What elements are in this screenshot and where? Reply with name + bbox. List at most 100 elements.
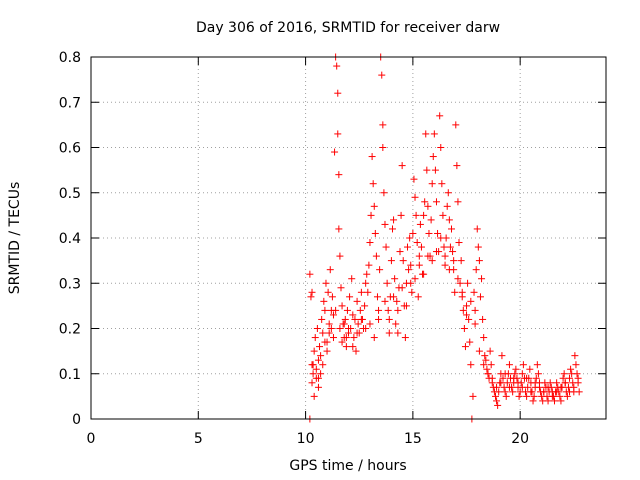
data-point — [384, 306, 392, 314]
data-point — [415, 261, 423, 269]
data-point — [394, 306, 402, 314]
data-point — [557, 397, 565, 405]
data-point — [423, 166, 431, 174]
data-point — [323, 347, 331, 355]
data-point — [460, 325, 468, 332]
plot-frame — [90, 56, 607, 420]
data-point — [379, 144, 387, 151]
data-point — [324, 288, 332, 296]
y-tick-label: 0.1 — [59, 367, 81, 383]
data-point — [572, 361, 580, 369]
data-layer — [306, 53, 583, 423]
data-point — [372, 252, 380, 260]
data-point — [532, 374, 540, 382]
data-point — [415, 252, 423, 260]
data-point — [515, 392, 523, 400]
data-point — [346, 293, 354, 301]
data-point — [408, 288, 416, 296]
data-point — [314, 383, 322, 391]
data-point — [399, 257, 407, 265]
data-point — [484, 370, 492, 378]
data-point — [321, 338, 329, 346]
data-point — [431, 166, 439, 174]
data-point — [411, 193, 419, 201]
data-point — [495, 388, 503, 396]
data-point — [481, 352, 489, 360]
data-point — [381, 220, 389, 228]
data-point — [540, 388, 548, 396]
data-point — [461, 343, 469, 351]
data-point — [457, 257, 465, 265]
y-tick-label: 0.8 — [59, 50, 81, 66]
data-point — [328, 293, 336, 301]
data-point — [366, 320, 374, 328]
data-point — [362, 279, 370, 287]
data-point — [352, 347, 360, 355]
data-point — [450, 257, 458, 265]
data-point — [455, 239, 463, 247]
data-point — [526, 365, 534, 373]
data-point — [353, 329, 361, 337]
data-point — [370, 202, 378, 210]
data-point — [314, 356, 322, 364]
data-point — [469, 392, 477, 400]
data-point — [463, 302, 471, 310]
data-point — [383, 279, 391, 287]
data-point — [523, 392, 531, 400]
data-point — [434, 229, 442, 237]
data-point — [310, 347, 318, 355]
data-point — [312, 365, 320, 373]
data-point — [411, 275, 419, 283]
data-point — [351, 315, 359, 323]
data-point — [487, 361, 495, 369]
data-point — [544, 397, 552, 405]
data-point — [373, 293, 381, 301]
data-point — [518, 383, 526, 391]
data-point — [480, 361, 488, 369]
data-point — [363, 270, 371, 278]
data-point — [498, 352, 506, 360]
data-point — [479, 315, 487, 323]
data-point — [459, 306, 467, 314]
data-point — [444, 189, 452, 197]
data-point — [349, 311, 357, 319]
data-point — [571, 352, 579, 360]
data-point — [370, 334, 378, 342]
x-tick-label: 10 — [297, 431, 315, 447]
data-point — [414, 293, 422, 301]
data-point — [379, 121, 387, 129]
axis-layer: 0 0.1 0.2 0.3 0.4 0.5 0.6 0.7 0.8 0 5 10 15 20 — [59, 50, 606, 447]
data-point — [475, 257, 483, 265]
data-point — [428, 257, 436, 265]
data-point — [427, 216, 435, 224]
data-point — [319, 361, 327, 369]
data-point — [467, 361, 475, 369]
data-point — [350, 334, 358, 342]
data-point — [337, 284, 345, 292]
data-point — [514, 379, 522, 387]
data-point — [470, 288, 478, 296]
data-point — [309, 370, 317, 378]
data-point — [329, 334, 337, 342]
data-point — [420, 211, 428, 219]
data-point — [325, 329, 333, 337]
data-point — [441, 261, 449, 269]
data-point — [421, 198, 429, 206]
data-point — [482, 356, 490, 364]
data-point — [322, 279, 330, 287]
data-point — [509, 388, 517, 396]
data-point — [488, 374, 496, 382]
data-point — [368, 153, 376, 161]
data-point — [407, 279, 415, 287]
data-point — [523, 374, 531, 382]
data-point — [429, 153, 437, 161]
data-point — [334, 130, 342, 138]
data-point — [306, 270, 314, 278]
data-point — [428, 180, 436, 188]
data-point — [530, 392, 538, 400]
data-point — [308, 379, 316, 387]
data-point — [394, 329, 402, 337]
data-point — [560, 370, 568, 378]
data-point — [464, 279, 472, 287]
data-point — [404, 243, 412, 251]
